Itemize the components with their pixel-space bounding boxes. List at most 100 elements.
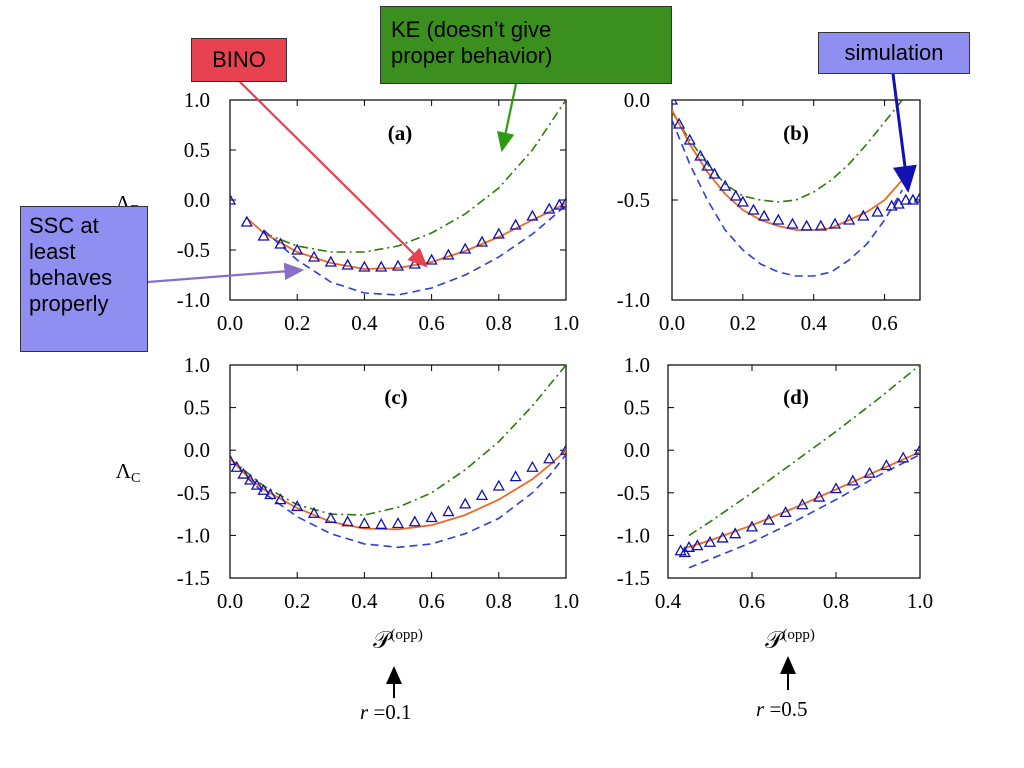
- panel-tag: (b): [783, 121, 809, 145]
- simulation-point: [871, 205, 884, 217]
- ssc-arrow: [147, 262, 305, 284]
- ke-curve: [230, 365, 566, 516]
- ssc-callout: SSC at least behaves properly: [20, 206, 148, 352]
- simulation-point: [672, 117, 686, 129]
- x-tick-label: 1.0: [553, 311, 579, 335]
- series-simulation: [672, 100, 920, 231]
- bino-curve: [246, 202, 566, 270]
- simulation-point: [880, 459, 893, 471]
- x-tick-label: 0.6: [739, 589, 765, 613]
- ke-arrow: [497, 83, 518, 153]
- series-bino: [230, 449, 566, 531]
- simulation-point: [291, 500, 304, 512]
- ke-curve: [672, 100, 903, 203]
- panels-layer: 1.00.50.0-0.5-1.00.00.20.40.60.81.0(a)ΛD…: [115, 88, 933, 654]
- simulation-point: [786, 217, 799, 229]
- x-tick-label: 0.4: [801, 311, 828, 335]
- ssc-curve: [263, 204, 566, 296]
- panel-d: 1.0 0.5 0.0 -0.5 -1.0 -1.50.4 0.6 0.8 1.0 (d) 𝒫(op…: [617, 353, 933, 654]
- x-axis-label: 𝒫(opp): [765, 627, 815, 654]
- x-tick-label: 0.0: [659, 311, 685, 335]
- simulation-point: [758, 209, 771, 221]
- r-label-left: r =0.1: [360, 700, 412, 725]
- panel-tag: (c): [384, 385, 407, 409]
- simulation-callout: simulation: [818, 32, 970, 74]
- simulation-point: [899, 193, 912, 205]
- simulation-point: [274, 237, 287, 249]
- x-tick-label: 0.4: [351, 311, 378, 335]
- simulation-point: [307, 250, 321, 262]
- simulation-point: [425, 253, 438, 265]
- simulation-point: [703, 535, 717, 547]
- simulation-point: [244, 473, 257, 485]
- x-tick-label: 0.2: [284, 311, 310, 335]
- simulation-point: [250, 478, 263, 490]
- simulation-point: [264, 488, 277, 500]
- simulation-point: [341, 258, 354, 270]
- simulation-point: [691, 539, 704, 551]
- series-ke: [263, 100, 566, 253]
- simulation-point: [559, 196, 566, 208]
- simulation-callout-label: simulation: [844, 40, 944, 65]
- simulation-point: [358, 517, 371, 529]
- y-tick-label: 0.0: [624, 88, 650, 112]
- simulation-point: [846, 474, 859, 486]
- r-symbol-right: r: [756, 697, 765, 721]
- r-value-left: =0.1: [368, 700, 412, 724]
- simulation-point: [391, 517, 405, 529]
- simulation-point: [897, 451, 910, 463]
- x-axis-label: 𝒫(opp): [373, 627, 423, 654]
- x-tick-label: 0.6: [418, 311, 444, 335]
- simulation-point: [747, 203, 760, 215]
- r-symbol-left: r: [360, 700, 369, 724]
- ssc-callout-label: SSC at least behaves properly: [29, 213, 113, 316]
- x-tick-label: 0.2: [284, 589, 310, 613]
- y-tick-label: -0.5: [617, 188, 650, 212]
- x-axis-label-superscript: (opp): [390, 627, 423, 643]
- ke-curve: [263, 100, 566, 253]
- ssc-curve: [688, 453, 920, 569]
- simulation-point: [779, 506, 792, 518]
- simulation-point: [863, 466, 876, 478]
- y-axis-label-subscript: C: [131, 471, 140, 486]
- simulation-point: [543, 202, 556, 214]
- panel-a: 1.00.50.0-0.5-1.00.00.20.40.60.81.0(a)ΛD: [115, 88, 579, 335]
- y-tick-label: -1.5: [617, 566, 650, 590]
- simulation-point: [814, 219, 827, 231]
- simulation-point: [829, 482, 843, 494]
- simulation-point: [526, 460, 539, 472]
- series-ke: [672, 100, 903, 203]
- simulation-point: [857, 209, 870, 221]
- x-tick-label: 0.6: [871, 311, 897, 335]
- x-tick-label: 1.0: [553, 589, 579, 613]
- y-tick-label: -0.5: [617, 481, 650, 505]
- simulation-point: [291, 243, 304, 255]
- panel-tag: (a): [388, 121, 413, 145]
- series-ssc: [688, 453, 920, 569]
- series-simulation: [230, 193, 566, 272]
- x-tick-label: 0.0: [217, 589, 243, 613]
- simulation-point: [716, 531, 729, 543]
- ke-callout: KE (doesn’t give proper behavior): [380, 6, 672, 84]
- simulation-point: [341, 515, 354, 527]
- bino-curve: [684, 451, 920, 550]
- simulation-point: [885, 199, 898, 211]
- y-tick-label: -0.5: [177, 238, 210, 262]
- plot-frame: [667, 364, 921, 579]
- x-axis-label-superscript: (opp): [782, 627, 815, 643]
- simulation-point: [307, 506, 321, 518]
- simulation-point: [230, 460, 243, 472]
- annotation-arrows-layer: [147, 73, 917, 698]
- y-tick-label: 0.0: [184, 438, 210, 462]
- simulation-point: [375, 260, 388, 272]
- simulation-point: [230, 454, 237, 466]
- bino-callout: BINO: [191, 38, 287, 82]
- x-tick-label: 1.0: [907, 589, 933, 613]
- panel-b: 0.0 -0.5 -1.0 0.0 0.2 0.4 0.6 (b): [617, 88, 921, 335]
- simulation-point: [543, 452, 556, 464]
- x-tick-label: 0.0: [217, 311, 243, 335]
- simulation-point: [701, 159, 714, 171]
- y-tick-label: -1.0: [177, 288, 210, 312]
- panel-c: 1.0 0.5 0.0 -0.5 -1.0 -1.5 0.0 0.2 0.4 0.6 0.8 1.0 (…: [116, 353, 579, 654]
- y-tick-label: 0.5: [184, 396, 210, 420]
